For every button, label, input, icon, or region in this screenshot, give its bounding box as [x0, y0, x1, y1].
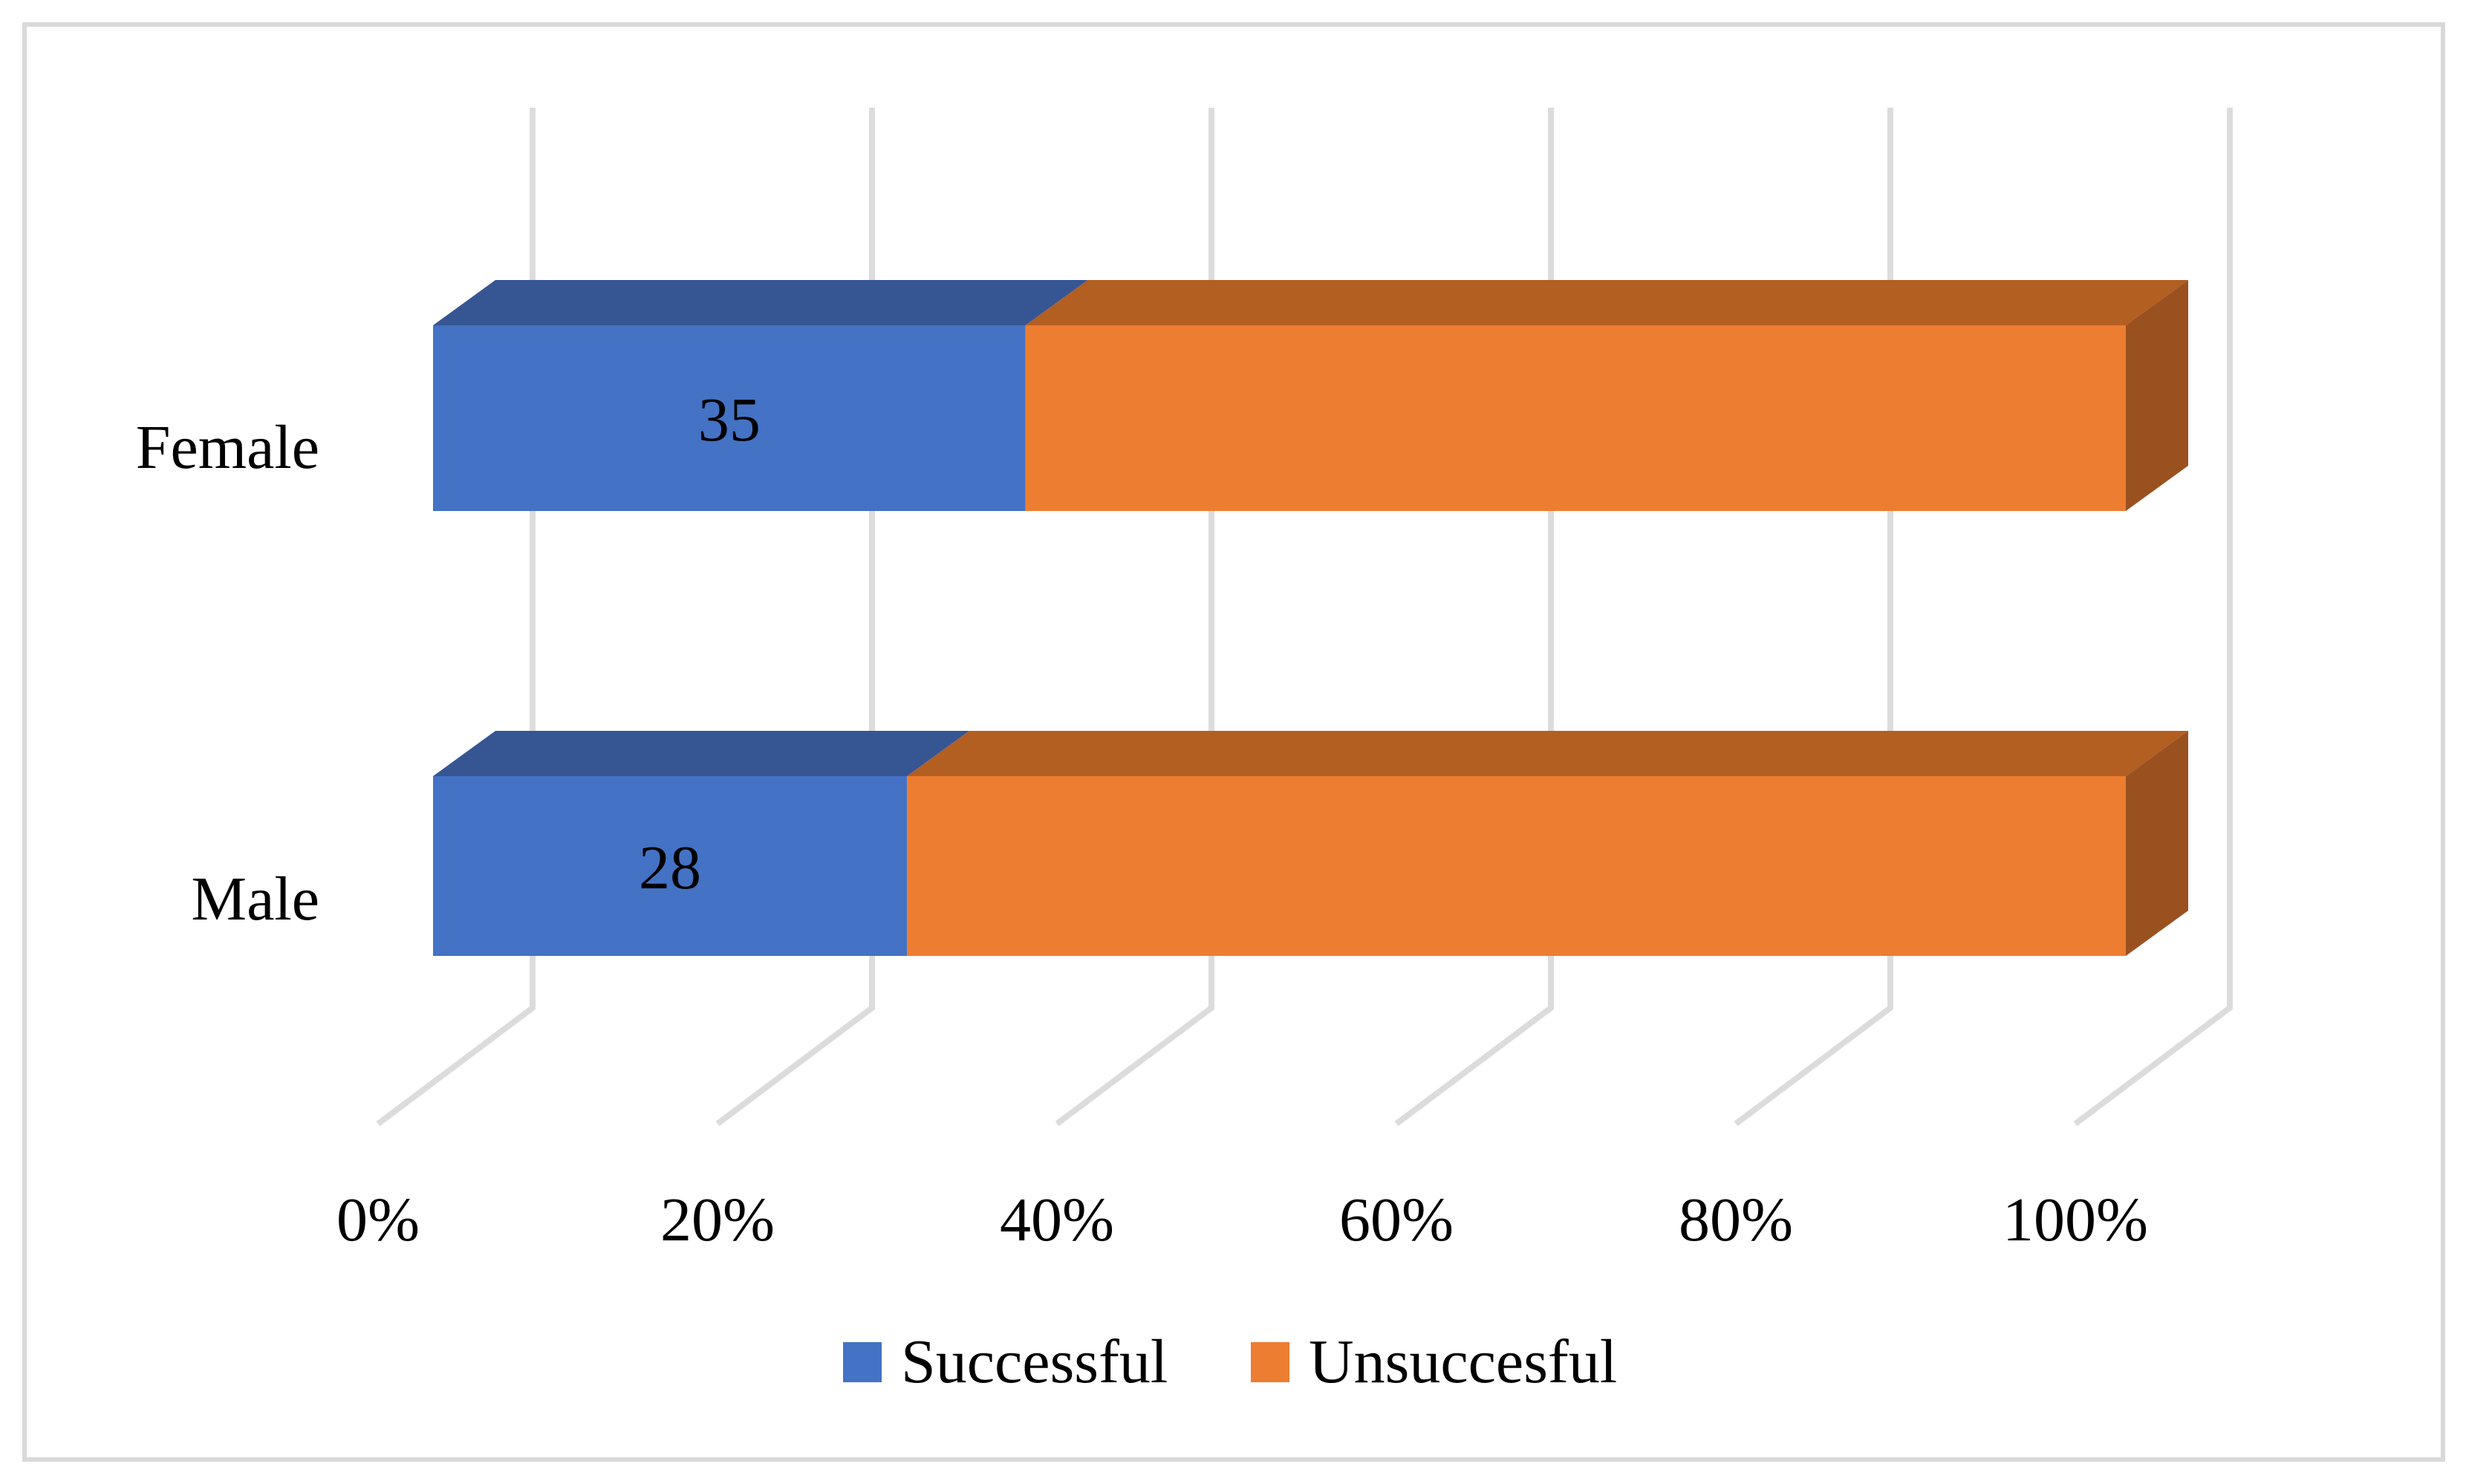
gridlines	[376, 108, 2233, 1127]
bar-segment-successful	[433, 325, 1026, 511]
data-label: 35	[698, 385, 761, 455]
x-tick-label: 60%	[1339, 1185, 1454, 1254]
gridline	[1734, 108, 1893, 1127]
category-axis-labels: Female Male	[136, 413, 319, 934]
bar-side-face-unsuccesful	[2126, 280, 2188, 511]
x-tick-label: 0%	[336, 1185, 420, 1254]
gridline	[715, 108, 875, 1127]
category-label: Female	[136, 413, 319, 482]
bar-segment-unsuccesful	[907, 776, 2126, 956]
data-labels: 35 28	[639, 385, 761, 902]
bar-segment-unsuccesful	[1025, 325, 2126, 511]
x-tick-label: 20%	[660, 1185, 775, 1254]
bar-top-face-successful	[433, 280, 1088, 325]
category-label: Male	[191, 865, 319, 934]
bars	[433, 280, 2188, 956]
bar-top-face-successful	[433, 731, 970, 776]
bar-side-face-unsuccesful	[2126, 731, 2188, 956]
bar-segment-successful	[433, 776, 908, 956]
bar-top-face-unsuccesful	[907, 731, 2188, 776]
bar-top-face-unsuccesful	[1025, 280, 2188, 325]
gridline	[1394, 108, 1554, 1127]
x-axis-tick-labels: 0% 20% 40% 60% 80% 100%	[336, 1185, 2148, 1254]
gridline	[1055, 108, 1214, 1127]
x-tick-label: 40%	[1000, 1185, 1114, 1254]
data-label: 28	[639, 833, 701, 902]
x-tick-label: 100%	[2003, 1185, 2148, 1254]
x-tick-label: 80%	[1679, 1185, 1793, 1254]
gridline	[376, 108, 536, 1127]
gridline	[2073, 108, 2233, 1127]
